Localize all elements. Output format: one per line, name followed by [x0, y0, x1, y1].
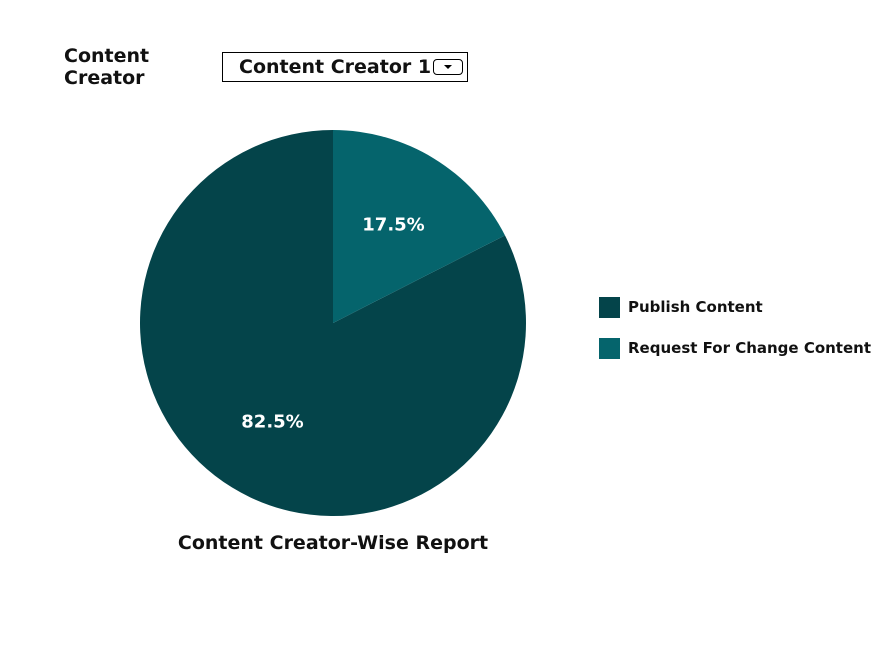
slice-label-publish: 82.5% [241, 412, 303, 433]
legend-item-publish: Publish Content [599, 296, 871, 318]
chart-legend: Publish Content Request For Change Conte… [599, 296, 871, 378]
legend-label-publish: Publish Content [628, 298, 763, 316]
pie-slices-group [139, 130, 527, 516]
legend-label-request-change: Request For Change Content [628, 339, 872, 357]
legend-swatch-publish [599, 296, 620, 318]
chevron-down-icon[interactable] [433, 59, 463, 75]
content-creator-select[interactable]: Content Creator 1 [222, 52, 468, 82]
content-creator-filter: Content Creator Content Creator 1 [64, 45, 468, 89]
select-value: Content Creator 1 [239, 56, 432, 78]
slice-label-request-change: 17.5% [362, 214, 424, 235]
legend-item-request-change: Request For Change Content [599, 337, 871, 359]
legend-swatch-request-change [599, 337, 620, 359]
pie-labels-group: 82.5% 17.5% [241, 214, 424, 432]
chart-title: Content Creator-Wise Report [177, 532, 489, 554]
filter-label: Content Creator [64, 45, 150, 89]
pie-slice-request-change [333, 130, 505, 323]
